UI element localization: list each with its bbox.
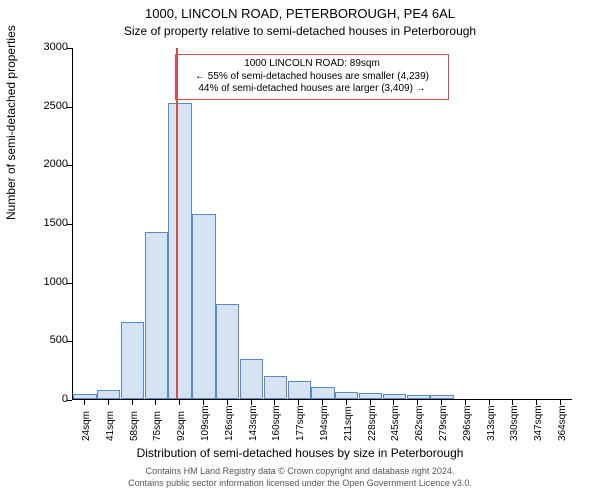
x-tick-mark [227, 400, 228, 405]
y-tick-label: 2000 [18, 158, 68, 170]
x-tick-label: 126sqm [224, 405, 235, 441]
x-tick-mark [322, 400, 323, 405]
callout-line: 44% of semi-detached houses are larger (… [182, 83, 442, 96]
x-tick-label: 109sqm [200, 405, 211, 441]
histogram-bar [311, 387, 334, 399]
x-tick-label: 262sqm [414, 405, 425, 441]
histogram-bar [430, 395, 453, 399]
marker-line [176, 48, 178, 399]
x-tick-label: 41sqm [105, 411, 116, 441]
y-tick-mark [67, 341, 72, 342]
x-tick-mark [370, 400, 371, 405]
callout-line: ← 55% of semi-detached houses are smalle… [182, 71, 442, 84]
footer-line: Contains HM Land Registry data © Crown c… [0, 466, 600, 478]
y-tick-label: 1000 [18, 276, 68, 288]
histogram-bar [288, 381, 311, 399]
x-tick-mark [393, 400, 394, 405]
callout-line: 1000 LINCOLN ROAD: 89sqm [182, 58, 442, 71]
x-tick-mark [155, 400, 156, 405]
footer-line: Contains public sector information licen… [0, 478, 600, 490]
chart-title: 1000, LINCOLN ROAD, PETERBOROUGH, PE4 6A… [0, 6, 600, 21]
y-tick-label: 2500 [18, 100, 68, 112]
x-tick-label: 313sqm [486, 405, 497, 441]
x-tick-mark [179, 400, 180, 405]
histogram-bar [383, 394, 406, 399]
x-tick-mark [417, 400, 418, 405]
x-tick-mark [346, 400, 347, 405]
x-tick-mark [132, 400, 133, 405]
x-tick-label: 211sqm [343, 406, 354, 441]
x-tick-mark [298, 400, 299, 405]
histogram-bar [359, 393, 382, 399]
y-tick-mark [67, 48, 72, 49]
x-tick-mark [489, 400, 490, 405]
histogram-bar [73, 394, 96, 399]
y-tick-mark [67, 107, 72, 108]
histogram-bar [216, 304, 239, 399]
y-axis-label: Number of semi-detached properties [4, 25, 18, 220]
y-tick-mark [67, 165, 72, 166]
x-axis-label: Distribution of semi-detached houses by … [0, 446, 600, 460]
y-tick-label: 0 [18, 393, 68, 405]
chart-subtitle: Size of property relative to semi-detach… [0, 24, 600, 38]
x-tick-label: 364sqm [557, 405, 568, 441]
y-tick-label: 500 [18, 334, 68, 346]
histogram-bar [264, 376, 287, 399]
x-tick-label: 92sqm [176, 411, 187, 441]
x-tick-label: 160sqm [271, 405, 282, 441]
footer-attribution: Contains HM Land Registry data © Crown c… [0, 466, 600, 489]
x-tick-label: 279sqm [438, 405, 449, 441]
histogram-bar [145, 232, 168, 399]
x-tick-mark [203, 400, 204, 405]
x-tick-label: 296sqm [462, 405, 473, 441]
x-tick-mark [441, 400, 442, 405]
x-tick-label: 228sqm [367, 405, 378, 441]
y-tick-mark [67, 224, 72, 225]
plot-area: 1000 LINCOLN ROAD: 89sqm ← 55% of semi-d… [72, 48, 572, 400]
x-tick-label: 194sqm [319, 405, 330, 441]
histogram-bar [168, 103, 191, 399]
histogram-bar [192, 214, 215, 399]
x-tick-mark [560, 400, 561, 405]
x-tick-mark [536, 400, 537, 405]
histogram-bar [240, 359, 263, 399]
histogram-bar [335, 392, 358, 399]
x-tick-label: 75sqm [152, 411, 163, 441]
histogram-bar [407, 395, 430, 399]
histogram-bar [97, 390, 120, 399]
x-tick-mark [465, 400, 466, 405]
y-tick-label: 1500 [18, 217, 68, 229]
x-tick-mark [108, 400, 109, 405]
x-tick-label: 58sqm [129, 411, 140, 441]
x-tick-label: 143sqm [248, 405, 259, 441]
x-tick-mark [512, 400, 513, 405]
x-tick-label: 24sqm [81, 411, 92, 441]
x-tick-label: 347sqm [533, 405, 544, 441]
figure: 1000, LINCOLN ROAD, PETERBOROUGH, PE4 6A… [0, 0, 600, 500]
x-tick-mark [84, 400, 85, 405]
x-tick-label: 245sqm [390, 405, 401, 441]
callout-box: 1000 LINCOLN ROAD: 89sqm ← 55% of semi-d… [175, 54, 449, 100]
histogram-bar [121, 322, 144, 399]
y-tick-label: 3000 [18, 41, 68, 53]
x-tick-label: 330sqm [509, 405, 520, 441]
x-tick-mark [274, 400, 275, 405]
x-tick-mark [251, 400, 252, 405]
y-tick-mark [67, 283, 72, 284]
x-tick-label: 177sqm [295, 405, 306, 441]
y-tick-mark [67, 400, 72, 401]
